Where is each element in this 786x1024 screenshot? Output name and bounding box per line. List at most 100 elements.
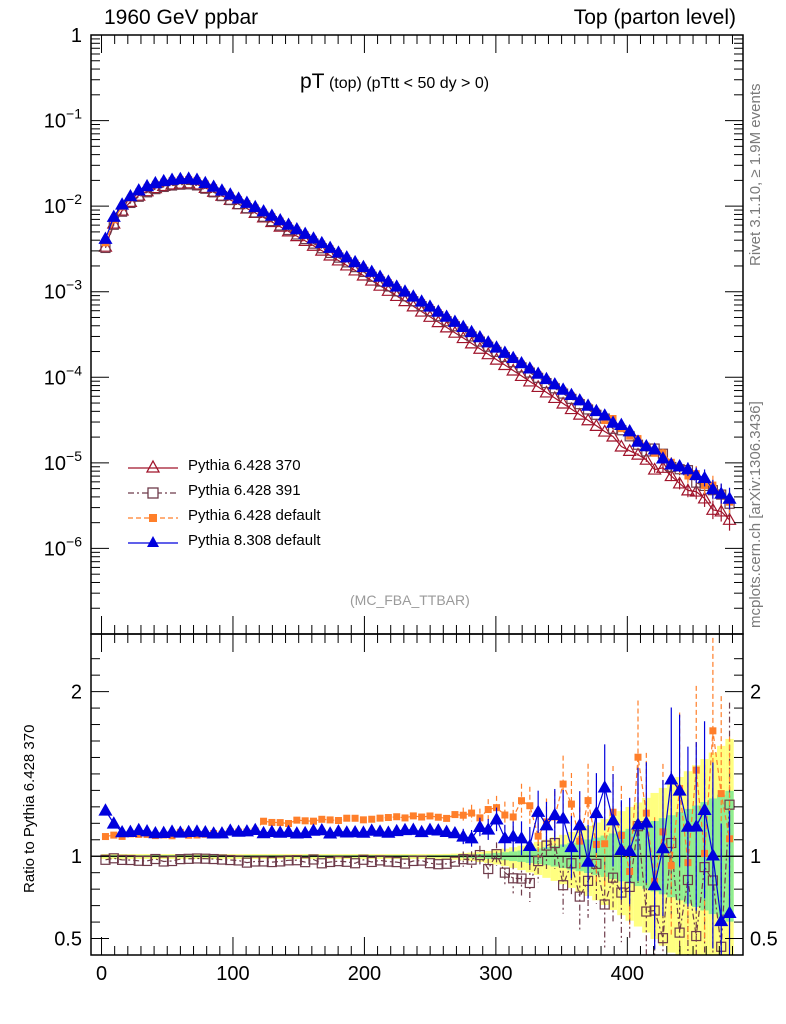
ratio-point-p391	[283, 855, 294, 866]
ratio-point-p391	[449, 856, 461, 867]
main-point-p370	[564, 401, 579, 415]
legend-marker-pdef	[128, 514, 178, 522]
ratio-point-p391	[399, 858, 411, 869]
x-axis: 0 100 200 300 400	[96, 35, 733, 985]
ratio-point-pdef	[334, 816, 342, 824]
ratio-point-p8	[489, 812, 504, 825]
ratio-point-p8	[572, 817, 587, 831]
main-point-p370	[514, 368, 529, 382]
ratio-point-p391	[325, 856, 336, 868]
legend-label-p8: Pythia 8.308 default	[188, 532, 321, 549]
ratio-point-p391	[341, 856, 352, 867]
ratio-point-p391	[508, 873, 519, 884]
main-point-p8	[630, 434, 646, 447]
ratio-point-pdef	[376, 814, 384, 822]
main-point-p8	[298, 226, 313, 239]
main-y-tick-label: 10−1	[44, 106, 82, 133]
ratio-point-p391	[408, 855, 419, 867]
main-point-p8	[722, 491, 737, 504]
ratio-point-p391	[300, 857, 311, 868]
main-point-p370	[572, 407, 587, 420]
ratio-point-p391	[183, 853, 194, 864]
main-point-p8	[422, 299, 438, 312]
main-y-axis: 1 10−1 10−2 10−3 10−4 10−5 10−6	[44, 25, 743, 635]
ratio-point-p8	[697, 802, 712, 815]
ratio-point-p391	[200, 853, 211, 864]
ratio-point-p8	[348, 824, 363, 838]
main-point-p8	[414, 294, 429, 307]
main-point-p8	[397, 284, 413, 297]
plot-title-sub2: (pTtt < 50 dy > 0)	[366, 75, 490, 92]
main-point-p8	[381, 274, 396, 287]
source-text: mcplots.cern.ch [arXiv:1306.3436]	[747, 401, 764, 628]
main-point-p8	[123, 188, 138, 202]
main-point-p8	[431, 304, 446, 317]
main-point-p370	[630, 447, 646, 460]
ratio-point-p8	[506, 829, 521, 842]
ratio-point-pdef	[567, 800, 575, 808]
main-point-p8	[198, 175, 213, 189]
ratio-point-p8	[406, 822, 421, 835]
main-point-p370	[597, 424, 612, 437]
main-point-p8	[364, 264, 379, 277]
main-point-p370	[722, 512, 737, 525]
main-point-p370	[664, 468, 679, 482]
main-point-p8	[406, 289, 421, 302]
main-point-p8	[356, 259, 371, 273]
ratio-point-pdef	[326, 816, 334, 824]
ratio-point-pdef	[584, 797, 592, 805]
main-point-p370	[697, 491, 712, 504]
main-point-p8	[672, 459, 687, 472]
ratio-point-p391	[275, 856, 286, 867]
ratio-point-p391	[308, 854, 319, 865]
main-point-p8	[664, 457, 679, 470]
ratio-point-p8	[531, 804, 546, 817]
legend-marker-p8	[128, 536, 178, 547]
ratio-point-p8	[472, 819, 487, 833]
ratio-point-pdef	[451, 811, 459, 819]
main-point-p8	[464, 324, 479, 338]
ratio-series-p8	[98, 707, 737, 955]
header-left: 1960 GeV ppbar	[104, 6, 259, 29]
ratio-point-pdef	[459, 811, 467, 819]
ratio-point-p391	[316, 858, 327, 869]
ratio-point-p391	[474, 849, 485, 861]
main-point-p8	[231, 191, 246, 204]
ratio-point-pdef	[418, 813, 426, 821]
main-point-p8	[539, 371, 554, 385]
ratio-point-p8	[514, 831, 529, 844]
ratio-y-tick-label: 1	[750, 846, 761, 868]
ratio-point-p8	[331, 824, 346, 837]
ratio-point-p391	[657, 933, 669, 944]
main-point-p370	[531, 379, 546, 393]
ratio-point-pdef	[384, 814, 392, 822]
ratio-point-pdef	[260, 817, 268, 825]
ratio-point-p8	[622, 843, 637, 857]
legend-label-p391: Pythia 6.428 391	[188, 482, 301, 499]
ratio-point-p8	[539, 818, 554, 831]
main-point-p370	[456, 330, 471, 344]
main-point-p8	[256, 204, 271, 217]
main-point-p8	[323, 240, 338, 253]
main-point-p8	[115, 197, 130, 210]
ratio-point-p8	[722, 905, 737, 918]
ratio-point-pdef	[426, 812, 434, 820]
ratio-point-pdef	[393, 813, 401, 821]
ratio-point-pdef	[501, 811, 509, 819]
main-y-tick-label: 10−4	[44, 362, 82, 389]
ratio-point-p391	[241, 857, 253, 868]
x-tick-label: 0	[96, 963, 107, 985]
ratio-point-p8	[581, 854, 596, 867]
main-point-p370	[273, 219, 288, 232]
ratio-point-p8	[647, 877, 662, 891]
ratio-point-p391	[158, 856, 169, 867]
ratio-point-p8	[164, 824, 180, 837]
main-point-p8	[581, 398, 596, 411]
ratio-point-p391	[166, 855, 178, 867]
ratio-point-pdef	[559, 780, 567, 788]
main-point-p370	[281, 224, 296, 237]
ratio-point-pdef	[518, 797, 526, 805]
main-point-p8	[189, 172, 205, 185]
ratio-point-p391	[150, 853, 161, 865]
main-y-tick-label: 10−5	[44, 448, 82, 475]
